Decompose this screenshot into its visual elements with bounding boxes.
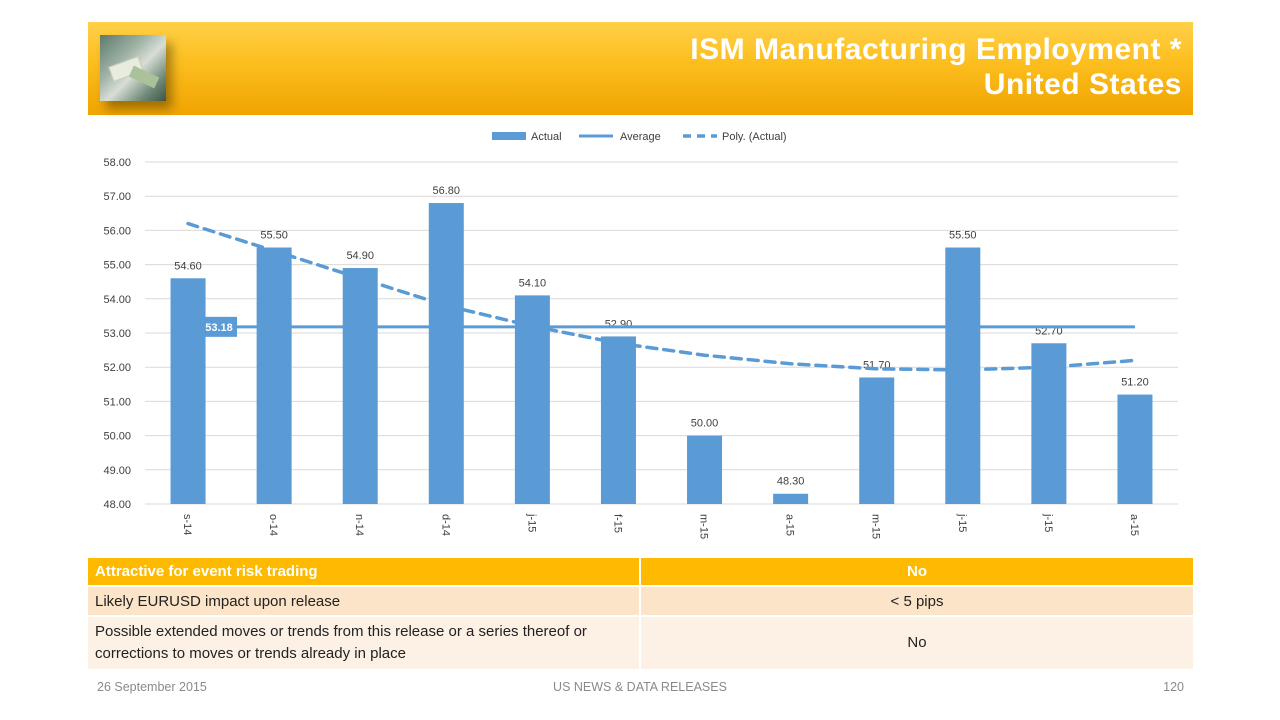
x-tick-label: n-14 <box>353 514 365 536</box>
table-row: Likely EURUSD impact upon release < 5 pi… <box>88 586 1193 616</box>
y-tick-label: 51.00 <box>103 396 131 408</box>
footer-section: US NEWS & DATA RELEASES <box>553 680 727 694</box>
x-tick-label: s-14 <box>181 514 193 535</box>
bar <box>428 203 464 505</box>
table-cell-label: Likely EURUSD impact upon release <box>88 586 641 616</box>
table-cell-value: No <box>640 616 1193 670</box>
data-label: 51.20 <box>1121 377 1149 389</box>
average-label: 53.18 <box>205 322 233 334</box>
bar <box>687 435 723 504</box>
bar <box>342 268 378 504</box>
page-number: 120 <box>1163 680 1184 694</box>
y-tick-label: 49.00 <box>103 465 131 477</box>
table-row: Possible extended moves or trends from t… <box>88 616 1193 670</box>
average-label-box <box>201 316 237 337</box>
x-tick-label: d-14 <box>439 514 451 536</box>
legend-swatch-actual <box>492 132 526 140</box>
page-title: ISM Manufacturing Employment * United St… <box>690 32 1182 102</box>
title-line-1: ISM Manufacturing Employment * <box>690 33 1182 66</box>
x-tick-label: m-15 <box>870 514 882 539</box>
y-tick-label: 58.00 <box>103 157 131 169</box>
data-label: 54.90 <box>346 250 374 262</box>
y-tick-label: 56.00 <box>103 225 131 237</box>
trend-line <box>186 221 1137 372</box>
money-image-icon <box>100 35 166 101</box>
legend-label-trend: Poly. (Actual) <box>722 131 787 143</box>
x-tick-label: f-15 <box>611 514 623 533</box>
bar <box>600 336 636 504</box>
bar <box>1117 394 1153 504</box>
title-line-2: United States <box>983 68 1182 101</box>
x-tick-label: j-15 <box>1042 513 1054 532</box>
y-tick-label: 53.00 <box>103 328 131 340</box>
x-tick-label: a-15 <box>784 514 796 536</box>
y-tick-label: 48.00 <box>103 499 131 511</box>
table-row: Attractive for event risk trading No <box>88 558 1193 586</box>
table-cell-label: Attractive for event risk trading <box>88 558 641 586</box>
table-cell-value: < 5 pips <box>640 586 1193 616</box>
bar <box>1031 343 1067 504</box>
bar <box>945 247 981 504</box>
bar <box>256 247 292 504</box>
bar <box>170 278 206 504</box>
table-cell-value: No <box>640 558 1193 586</box>
x-tick-label: o-14 <box>267 514 279 536</box>
release-info-table: Attractive for event risk trading No Lik… <box>88 558 1193 671</box>
bar-chart: 48.00 49.00 50.00 51.00 52.00 53.00 54.00 55.00… <box>103 131 1178 539</box>
legend-label-actual: Actual <box>531 131 562 143</box>
bar <box>773 493 809 504</box>
y-tick-label: 50.00 <box>103 431 131 443</box>
data-label: 54.10 <box>519 277 547 289</box>
table-cell-label: Possible extended moves or trends from t… <box>88 616 641 670</box>
x-tick-label: j-15 <box>525 513 537 532</box>
bar <box>514 295 550 504</box>
footer-date: 26 September 2015 <box>97 680 207 694</box>
data-label: 54.60 <box>174 260 202 272</box>
y-tick-label: 57.00 <box>103 191 131 203</box>
bar <box>859 377 895 504</box>
legend-label-average: Average <box>620 131 661 143</box>
data-label: 55.50 <box>949 230 977 242</box>
x-tick-label: a-15 <box>1128 514 1140 536</box>
x-tick-label: j-15 <box>956 513 968 532</box>
y-tick-label: 52.00 <box>103 362 131 374</box>
data-label: 50.00 <box>691 418 719 430</box>
data-label: 55.50 <box>260 230 288 242</box>
data-label: 48.30 <box>777 476 805 488</box>
data-label: 56.80 <box>433 185 461 197</box>
y-tick-label: 55.00 <box>103 260 131 272</box>
y-tick-label: 54.00 <box>103 294 131 306</box>
x-tick-label: m-15 <box>698 514 710 539</box>
data-label: 52.90 <box>605 318 633 330</box>
header-banner <box>88 22 1193 115</box>
